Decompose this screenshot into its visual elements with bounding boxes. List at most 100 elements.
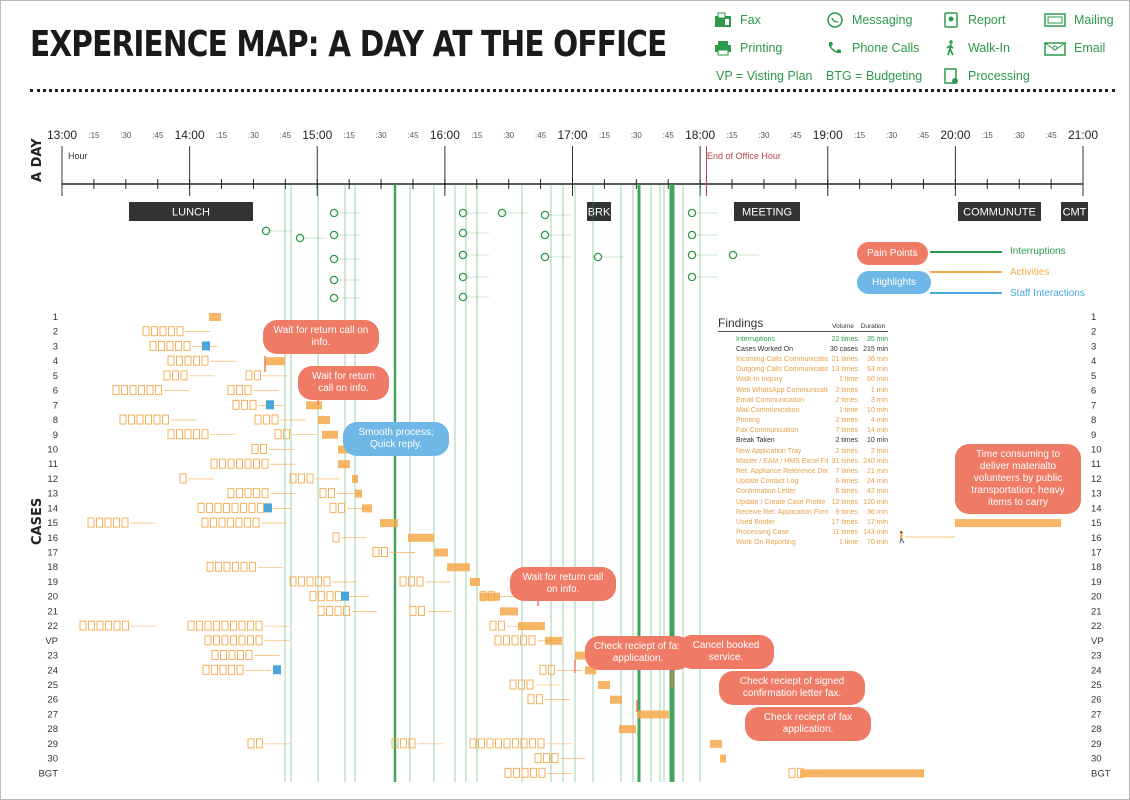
activity-doc-icon: [136, 414, 144, 425]
quarter-tick-label: :45: [918, 131, 930, 140]
findings-name: Used Binder: [736, 518, 775, 526]
interruption-icon: [687, 250, 697, 260]
findings-volume: 21 times: [831, 355, 858, 363]
case-label-right: 28: [1091, 724, 1102, 735]
findings-volume: 2 times: [835, 417, 858, 425]
activity-doc-icon: [274, 429, 282, 440]
activity-doc-icon: [236, 488, 243, 499]
activity-doc-icon: [548, 664, 555, 675]
activity-doc-icon: [214, 502, 222, 513]
activity-doc-icon: [213, 635, 220, 646]
activity-doc-icon: [260, 444, 267, 454]
findings-duration: 2 min: [870, 447, 888, 455]
activity-doc-icon: [193, 355, 200, 366]
case-label-left: 22: [47, 621, 58, 632]
case-label-left: 19: [47, 577, 58, 588]
activity-doc-icon: [326, 591, 334, 602]
findings-row: Mail Communication 1 time 10 min: [718, 405, 888, 415]
activity-doc-icon: [323, 576, 331, 587]
activity-doc-icon: [179, 473, 187, 484]
case-label-right: VP: [1091, 636, 1104, 647]
activity-doc-icon: [122, 620, 129, 631]
findings-duration: 24 min: [866, 478, 888, 486]
interruption-icon: [540, 210, 550, 220]
case-label-right: 15: [1091, 518, 1102, 529]
interruption-icon: [687, 272, 697, 282]
activity-doc-icon: [240, 502, 247, 513]
findings-name: Update Contact Log: [736, 478, 799, 486]
findings-duration: 10 min: [866, 406, 888, 414]
case-label-right: 7: [1091, 400, 1096, 411]
case-label-left: 25: [47, 680, 58, 691]
messaging-icon: [827, 12, 843, 28]
findings-name: Master / EAM / HMS Excel File: [736, 457, 828, 465]
findings-volume: 2 times: [835, 396, 858, 404]
hour-tick-label: 14:00: [175, 128, 205, 142]
activity-doc-icon: [399, 576, 407, 587]
activity-doc-icon: [489, 620, 497, 631]
activity-doc-icon: [158, 340, 165, 351]
findings-name: Update / Create Case Profile: [736, 498, 826, 506]
activity-doc-icon: [504, 767, 512, 778]
legend-label: Walk-In: [968, 41, 1010, 55]
case-label-left: 23: [47, 651, 58, 662]
quarter-tick-label: :45: [790, 131, 802, 140]
interruption-icon: [593, 252, 603, 262]
quarter-tick-label: :45: [535, 131, 547, 140]
activity-doc-icon: [332, 532, 340, 543]
activity-doc-icon: [334, 605, 342, 616]
activity-doc-icon: [298, 473, 305, 484]
activity-doc-icon: [537, 738, 545, 749]
activity-doc-icon: [478, 738, 485, 749]
legend-email: Email: [1044, 40, 1105, 56]
activity-bar: [408, 533, 434, 542]
activity-doc-icon: [183, 340, 191, 351]
activity-doc-icon: [232, 561, 239, 572]
activity-doc-icon: [96, 517, 103, 528]
case-label-right: 25: [1091, 680, 1102, 691]
legend-fax: Fax: [714, 12, 761, 28]
activity-doc-icon: [520, 635, 527, 646]
activity-doc-icon: [230, 635, 237, 646]
case-label-left: 8: [53, 415, 58, 426]
activity-doc-icon: [237, 650, 244, 661]
activity-doc-icon: [257, 502, 264, 513]
schedule-block: [129, 202, 253, 221]
case-label-left: 10: [47, 444, 58, 455]
activity-doc-icon: [159, 326, 167, 337]
activity-doc-icon: [530, 767, 537, 778]
case-label-left: 24: [47, 665, 58, 676]
activity-doc-icon: [193, 429, 200, 440]
activity-doc-icon: [176, 355, 183, 366]
staff-interaction-icon: [264, 503, 272, 513]
case-label-left: 1: [53, 312, 58, 323]
interruption-icon: [329, 208, 339, 218]
activity-doc-icon: [486, 738, 494, 749]
activity-bar: [318, 416, 330, 425]
findings-header: Findings Volume Duration: [718, 316, 888, 332]
findings-row: Update Contact Log 6 times 24 min: [718, 477, 888, 487]
activity-doc-icon: [469, 738, 477, 749]
quarter-tick-label: :15: [216, 131, 228, 140]
activity-doc-icon: [231, 502, 239, 513]
activity-doc-icon: [418, 605, 425, 616]
activity-doc-icon: [317, 605, 325, 616]
activity-doc-icon: [167, 429, 175, 440]
findings-row: Receive Ref. Application Form 9 times 36 m…: [718, 507, 888, 517]
activity-bar: [447, 563, 470, 572]
case-label-right: 17: [1091, 548, 1102, 559]
legend-mailing: Mailing: [1044, 12, 1114, 28]
quarter-tick-label: :45: [1046, 131, 1058, 140]
findings-name: Web WhatsApp Communication: [736, 386, 828, 394]
schedule-block-label: CMT: [1063, 207, 1087, 219]
legend-label: Messaging: [852, 13, 913, 27]
activity-doc-icon: [201, 355, 209, 366]
activity-doc-icon: [244, 517, 251, 528]
interruption-icon: [458, 228, 468, 238]
activity-doc-icon: [223, 561, 231, 572]
findings-row: Processing Case 11 times 143 min: [718, 528, 888, 538]
activity-doc-icon: [245, 370, 253, 381]
activity-doc-icon: [529, 738, 536, 749]
findings-row: Email Communication 2 times 3 min: [718, 395, 888, 405]
legend-label: Phone Calls: [852, 41, 920, 55]
